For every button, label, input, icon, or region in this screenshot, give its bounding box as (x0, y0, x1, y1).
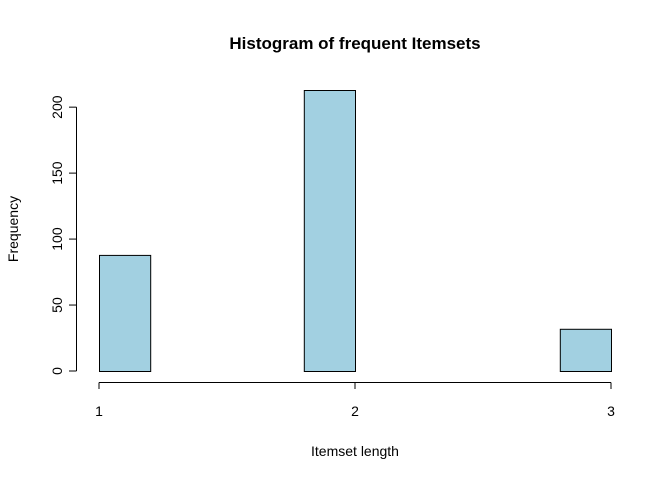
y-axis: 0 50 100 150 200 (49, 95, 77, 375)
x-axis: 1 2 3 (95, 382, 615, 419)
histogram-bar-4 (303, 90, 356, 372)
y-tick-label: 0 (49, 367, 65, 375)
y-tick-label: 200 (49, 95, 65, 119)
bars-group (99, 90, 612, 372)
x-tick-label: 3 (607, 403, 615, 419)
y-tick-label: 100 (49, 227, 65, 251)
chart-title: Histogram of frequent Itemsets (229, 34, 480, 53)
histogram-bar-9 (559, 328, 612, 372)
x-tick-label: 1 (95, 403, 103, 419)
x-tick-label: 2 (351, 403, 359, 419)
y-tick-label: 50 (49, 297, 65, 313)
x-axis-label: Itemset length (311, 443, 399, 459)
y-tick-label: 150 (49, 161, 65, 185)
histogram-bar-0 (99, 254, 152, 372)
y-axis-label: Frequency (5, 196, 21, 262)
